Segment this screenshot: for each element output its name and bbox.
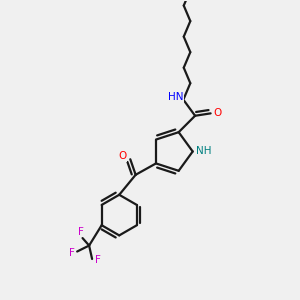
Text: F: F (94, 256, 100, 266)
Text: HN: HN (168, 92, 183, 102)
Text: NH: NH (196, 146, 212, 157)
Text: F: F (78, 226, 84, 236)
Text: F: F (69, 248, 75, 258)
Text: O: O (213, 108, 221, 118)
Text: O: O (118, 151, 127, 161)
